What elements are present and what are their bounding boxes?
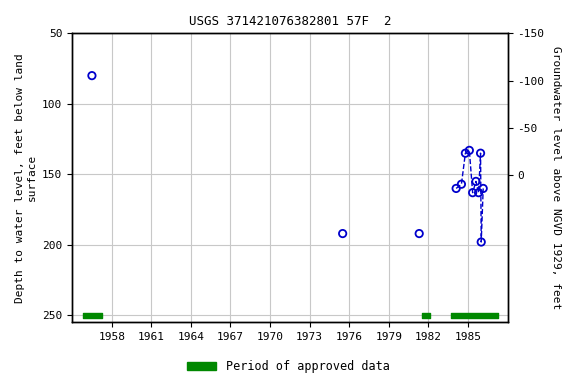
Point: [465, 147, 474, 154]
Legend: Period of approved data: Period of approved data: [182, 356, 394, 378]
Point: [479, 185, 488, 192]
Point: [474, 190, 483, 196]
Point: [457, 181, 466, 187]
Point: [476, 239, 486, 245]
Point: [415, 230, 424, 237]
Y-axis label: Depth to water level, feet below land
surface: Depth to water level, feet below land su…: [15, 53, 37, 303]
Title: USGS 371421076382801 57F  2: USGS 371421076382801 57F 2: [188, 15, 391, 28]
Point: [461, 150, 470, 156]
Point: [476, 150, 485, 156]
Point: [338, 230, 347, 237]
Point: [471, 178, 480, 184]
Point: [452, 185, 461, 192]
Y-axis label: Groundwater level above NGVD 1929, feet: Groundwater level above NGVD 1929, feet: [551, 46, 561, 310]
Point: [88, 73, 97, 79]
Point: [468, 190, 478, 196]
